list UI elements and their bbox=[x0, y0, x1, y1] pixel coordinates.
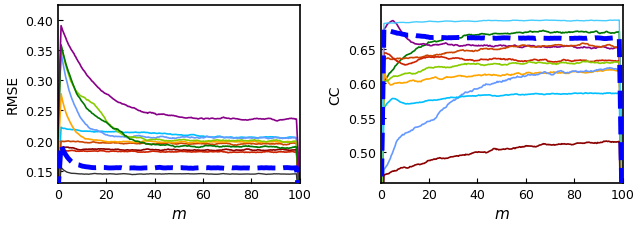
X-axis label: $m$: $m$ bbox=[171, 207, 187, 222]
X-axis label: $m$: $m$ bbox=[493, 207, 509, 222]
Y-axis label: CC: CC bbox=[328, 85, 342, 104]
Y-axis label: RMSE: RMSE bbox=[6, 75, 20, 114]
